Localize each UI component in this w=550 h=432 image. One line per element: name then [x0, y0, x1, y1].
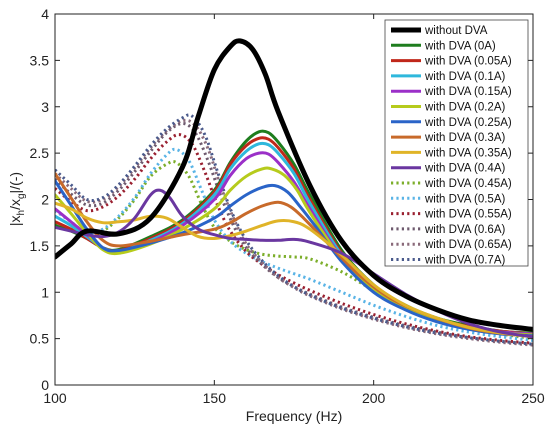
legend-entry: without DVA [391, 25, 488, 37]
x-tick-label: 100 [43, 390, 67, 406]
legend-label: with DVA (0A) [424, 40, 496, 52]
y-label-part: |x [7, 215, 23, 226]
y-tick-label: 2.5 [30, 145, 50, 161]
y-axis-label: |xh/xg|/(-) [7, 172, 27, 226]
legend-label: with DVA (0.1A) [424, 71, 505, 83]
legend-entry: with DVA (0.1A) [391, 71, 505, 83]
series-line [55, 179, 533, 338]
ticks-layer: 100 150 200 250 0 0.5 1 1.5 2 2.5 3 3.5 4 [30, 6, 545, 406]
series-line [55, 201, 533, 339]
y-tick-label: 1.5 [30, 238, 50, 254]
legend: without DVA with DVA (0A) with DVA (0.05A)… [384, 19, 529, 267]
legend-entry: with DVA (0.55A) [391, 209, 512, 221]
x-tick-label: 150 [203, 390, 227, 406]
y-label-sub-h: h [16, 210, 27, 216]
legend-entry: with DVA (0.2A) [391, 102, 505, 114]
legend-label: with DVA (0.45A) [424, 178, 512, 190]
legend-label: with DVA (0.7A) [424, 255, 505, 267]
series-line [55, 118, 533, 347]
legend-label: with DVA (0.5A) [424, 193, 505, 205]
legend-entry: with DVA (0A) [391, 40, 496, 52]
legend-entry: with DVA (0.3A) [391, 132, 505, 144]
series-line [55, 147, 533, 342]
series-line [55, 159, 533, 341]
legend-label: with DVA (0.55A) [424, 209, 512, 221]
legend-label: with DVA (0.25A) [424, 117, 512, 129]
legend-label: without DVA [424, 25, 488, 37]
legend-entry: with DVA (0.4A) [391, 163, 505, 175]
legend-entry: with DVA (0.15A) [391, 86, 512, 98]
legend-label: with DVA (0.3A) [424, 132, 505, 144]
legend-items: without DVA with DVA (0A) with DVA (0.05A)… [391, 25, 512, 267]
legend-label: with DVA (0.05A) [424, 56, 512, 68]
series-line [55, 133, 533, 345]
x-tick-label: 250 [521, 390, 545, 406]
y-tick-label: 3 [41, 99, 49, 115]
legend-label: with DVA (0.65A) [424, 239, 512, 251]
series-line [55, 38, 533, 332]
y-tick-label: 4 [41, 6, 49, 22]
legend-label: with DVA (0.2A) [424, 102, 505, 114]
legend-entry: with DVA (0.45A) [391, 178, 512, 190]
series-layer [55, 38, 533, 347]
legend-entry: with DVA (0.35A) [391, 147, 512, 159]
y-tick-label: 0.5 [30, 331, 50, 347]
y-label-sub-g: g [16, 193, 27, 199]
y-tick-label: 0 [41, 377, 49, 393]
legend-label: with DVA (0.6A) [424, 224, 505, 236]
y-tick-label: 3.5 [30, 52, 50, 68]
legend-entry: with DVA (0.25A) [391, 117, 512, 129]
y-label-part: /x [7, 199, 23, 210]
legend-label: with DVA (0.15A) [424, 86, 512, 98]
y-tick-label: 1 [41, 284, 49, 300]
x-tick-label: 200 [362, 390, 386, 406]
legend-entry: with DVA (0.05A) [391, 56, 512, 68]
y-label-part: |/(-) [7, 172, 23, 194]
x-axis-label: Frequency (Hz) [246, 408, 342, 424]
y-tick-label: 2 [41, 192, 49, 208]
legend-entry: with DVA (0.6A) [391, 224, 505, 236]
legend-entry: with DVA (0.5A) [391, 193, 505, 205]
legend-entry: with DVA (0.7A) [391, 255, 505, 267]
legend-entry: with DVA (0.65A) [391, 239, 512, 251]
legend-label: with DVA (0.4A) [424, 163, 505, 175]
legend-label: with DVA (0.35A) [424, 147, 512, 159]
